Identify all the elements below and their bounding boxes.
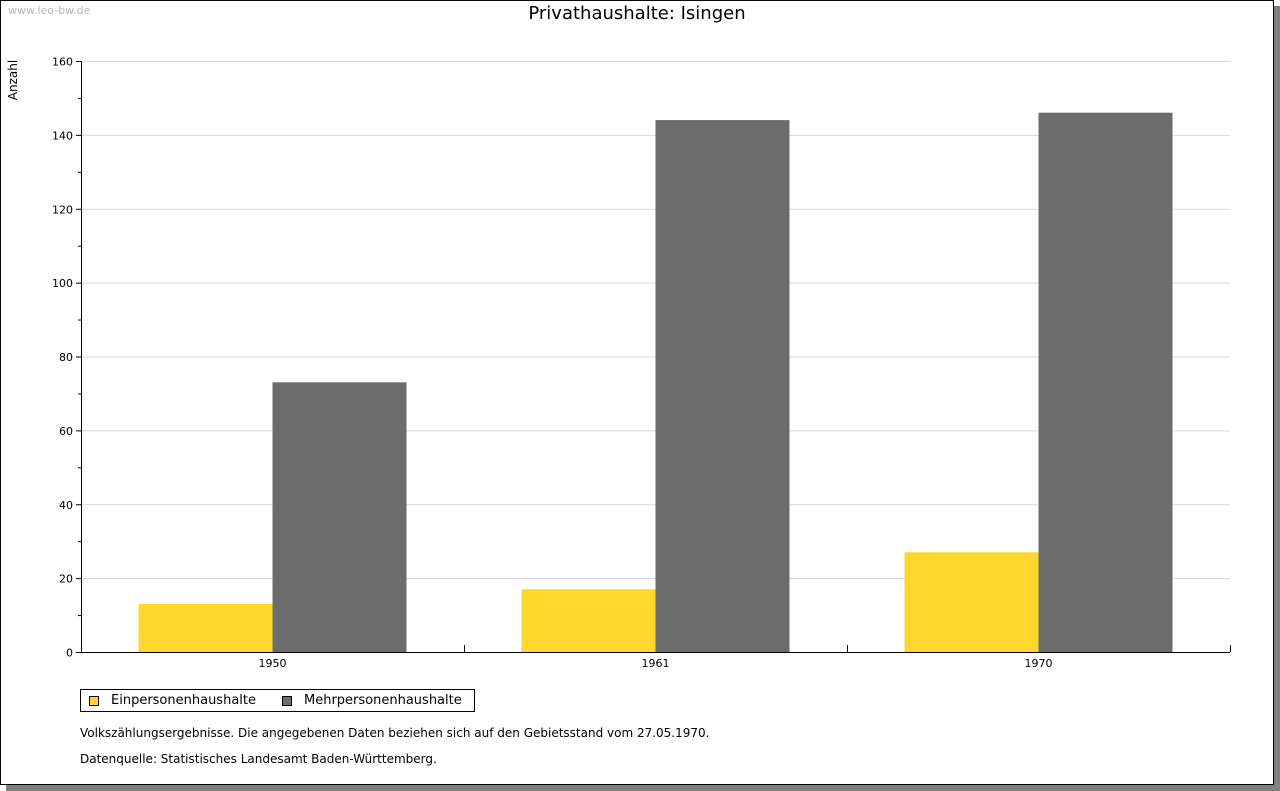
y-tick-label: 140: [52, 129, 73, 142]
chart-title: Privathaushalte: Isingen: [528, 3, 746, 24]
bar-einpersonenhaushalte-1950: [138, 603, 273, 652]
x-tick-label: 1961: [642, 657, 670, 670]
legend-swatch-mehrpersonen: [282, 695, 292, 706]
y-tick-label: 80: [59, 351, 73, 364]
legend-item-mehrpersonen: Mehrpersonenhaushalte: [282, 693, 462, 708]
census-note: Volkszählungsergebnisse. Die angegebenen…: [80, 726, 710, 740]
legend-swatch-einpersonen: [89, 695, 99, 706]
x-tick-label: 1950: [259, 657, 287, 670]
y-tick-label: 40: [59, 499, 73, 512]
bar-mehrpersonenhaushalte-1970: [1038, 112, 1173, 652]
bar-einpersonenhaushalte-1961: [521, 589, 656, 652]
y-tick-label: 120: [52, 203, 73, 216]
y-tick-label: 60: [59, 425, 73, 438]
y-tick-label: 0: [66, 647, 73, 660]
bar-einpersonenhaushalte-1970: [904, 552, 1039, 652]
legend-item-einpersonen: Einpersonenhaushalte: [89, 693, 256, 708]
source-note: Datenquelle: Statistisches Landesamt Bad…: [80, 752, 437, 766]
legend: Einpersonenhaushalte Mehrpersonenhaushal…: [80, 689, 475, 712]
watermark: www.leo-bw.de: [8, 4, 91, 17]
y-tick-label: 160: [52, 56, 73, 69]
frame-shadow-bottom: [6, 785, 1280, 791]
x-tick-label: 1970: [1025, 657, 1053, 670]
frame-shadow-right: [1274, 6, 1280, 791]
bar-mehrpersonenhaushalte-1950: [272, 382, 407, 652]
bar-mehrpersonenhaushalte-1961: [655, 120, 790, 653]
y-tick-label: 100: [52, 277, 73, 290]
legend-label-mehrpersonen: Mehrpersonenhaushalte: [304, 693, 462, 708]
legend-label-einpersonen: Einpersonenhaushalte: [111, 693, 256, 708]
y-tick-label: 20: [59, 573, 73, 586]
